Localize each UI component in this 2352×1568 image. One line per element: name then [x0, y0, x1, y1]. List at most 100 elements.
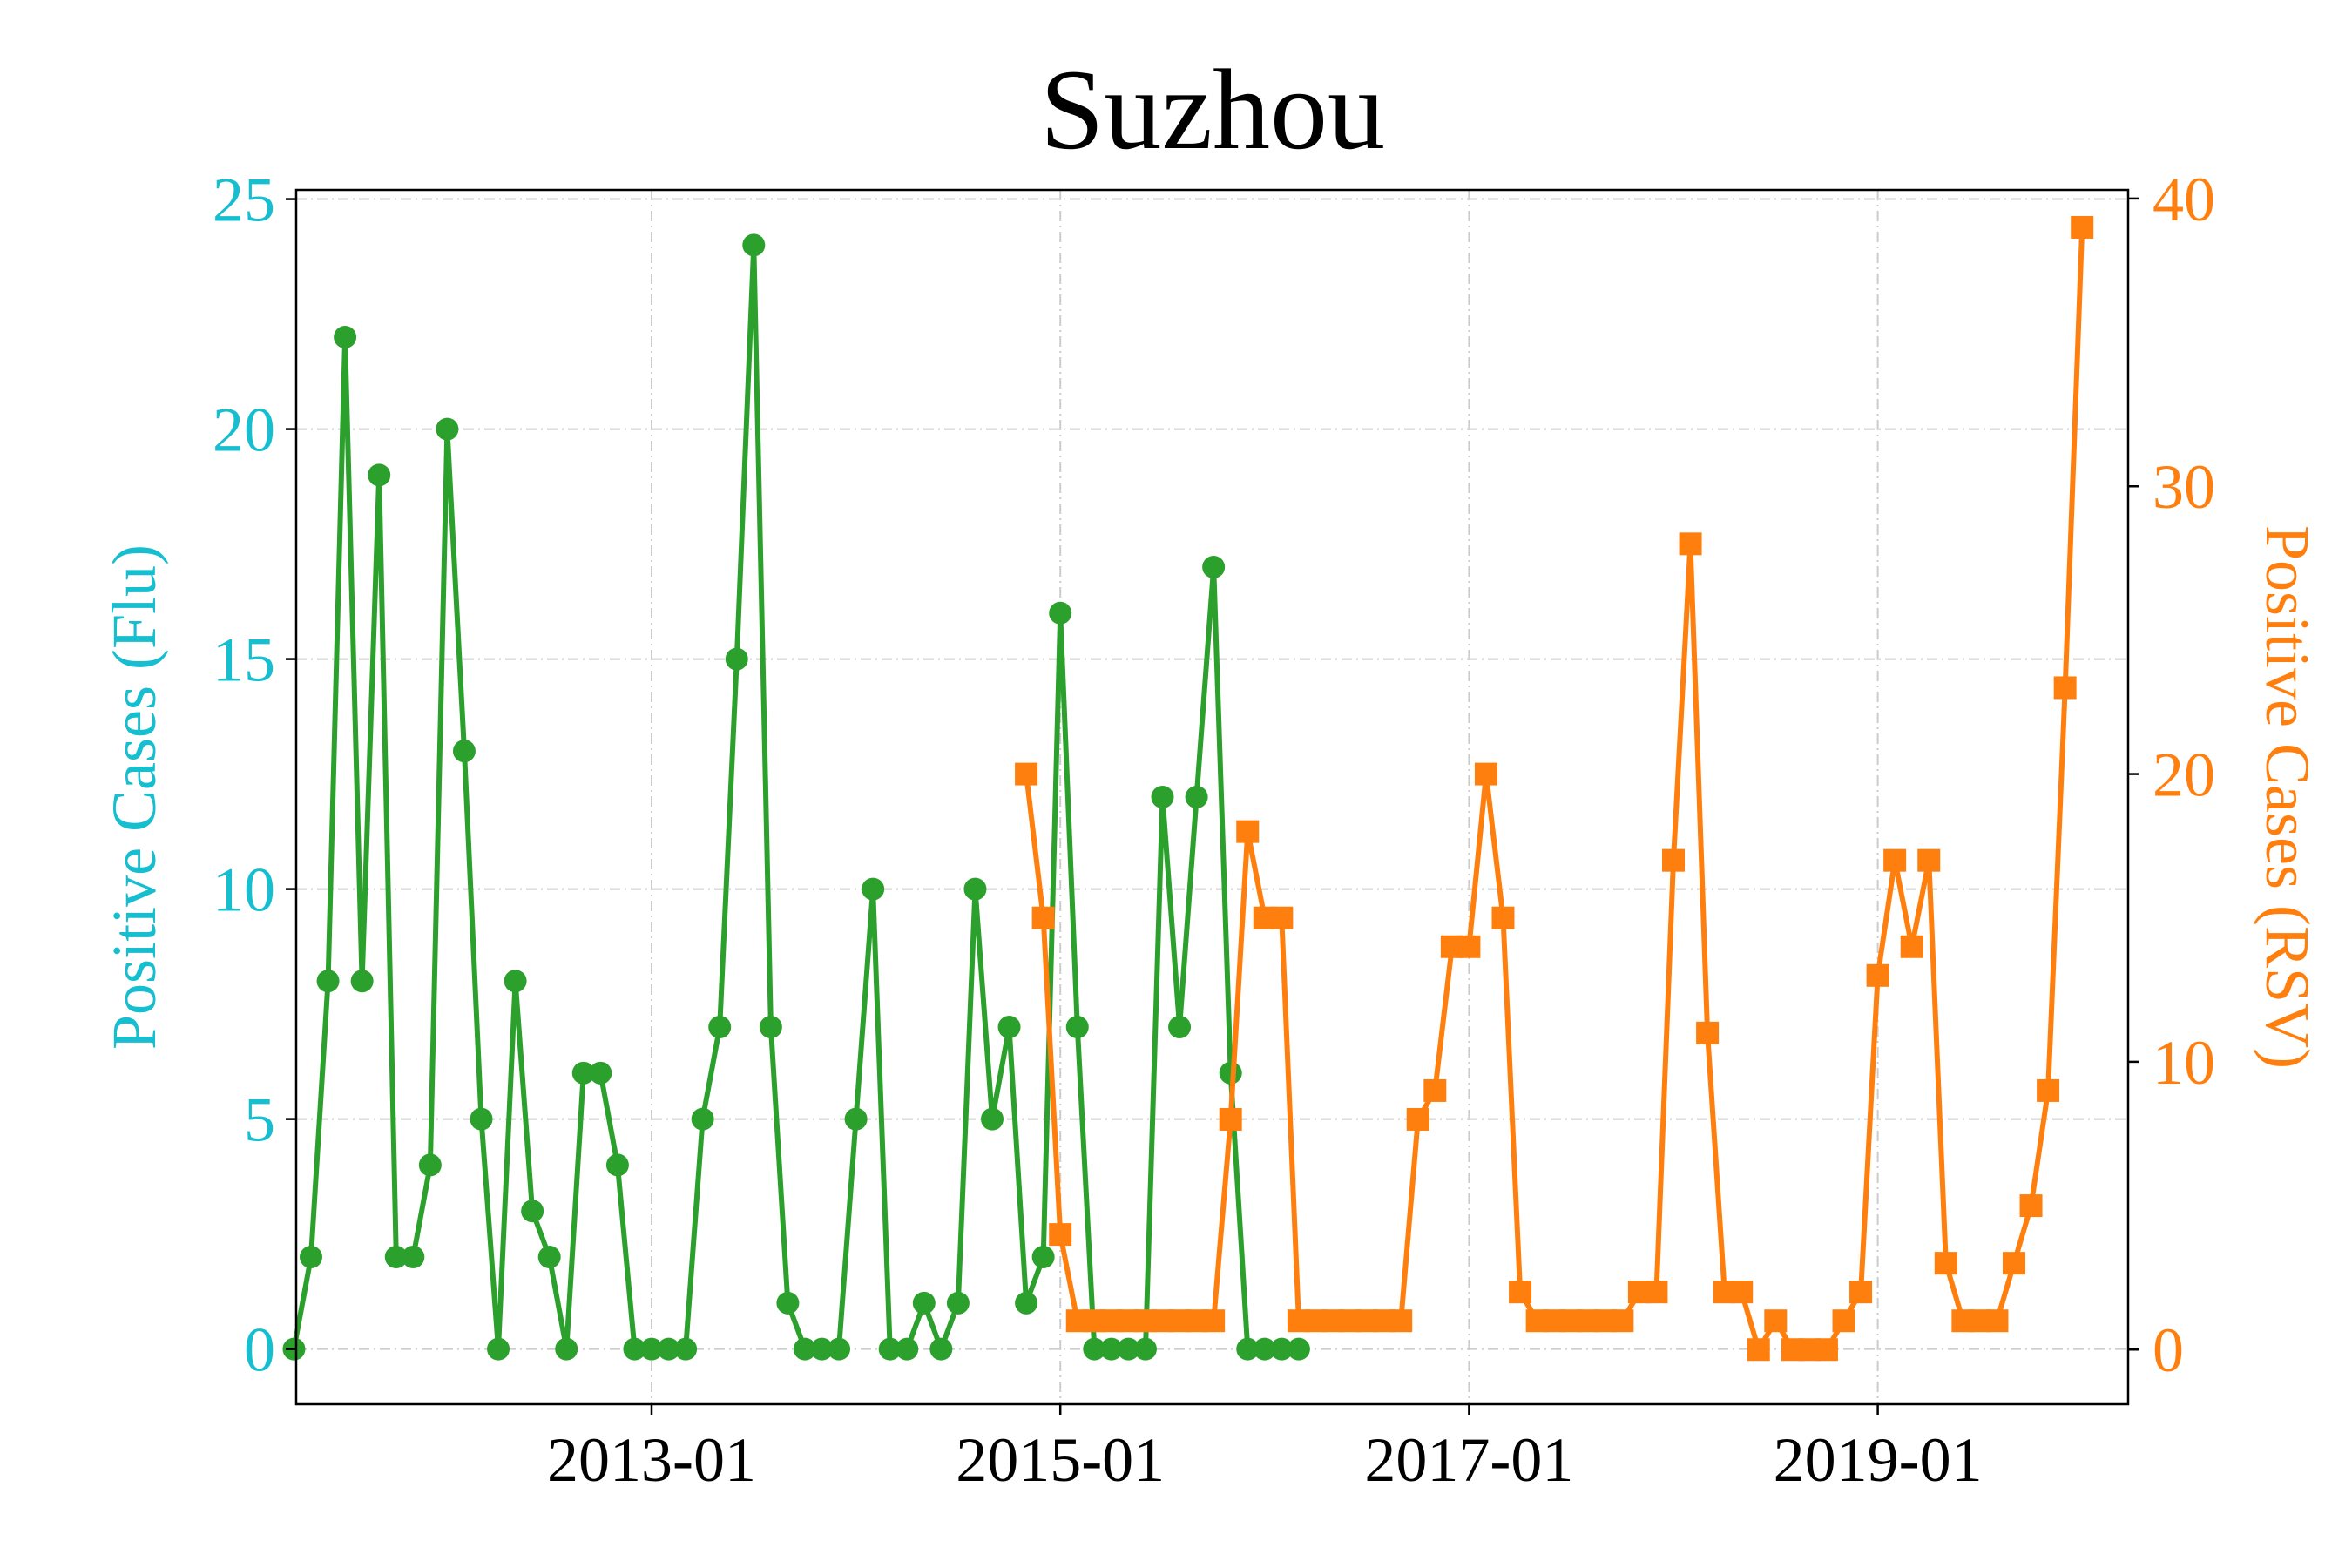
- series-1-point: [350, 970, 374, 993]
- series-1-point: [981, 1107, 1004, 1131]
- series-2-point: [1883, 848, 1907, 872]
- series-1-point: [725, 647, 748, 671]
- series-1-point: [368, 463, 391, 487]
- series-1-point: [912, 1291, 936, 1315]
- series-1-point: [334, 325, 357, 348]
- series-2-point: [1730, 1281, 1754, 1304]
- series-1-point: [300, 1246, 322, 1269]
- series-1-point: [963, 877, 987, 901]
- series-1-point: [929, 1337, 953, 1361]
- series-1-point: [862, 877, 885, 901]
- series-2-point: [1389, 1309, 1413, 1333]
- series-1-point: [844, 1107, 868, 1131]
- x-tick-label: 2017-01: [1364, 1425, 1573, 1495]
- series-2-point: [1662, 848, 1685, 872]
- series-1-point: [1151, 786, 1174, 808]
- series-1-point: [896, 1337, 919, 1361]
- series-1-point: [742, 233, 766, 257]
- series-2-point: [1202, 1309, 1226, 1333]
- series-2-point: [2071, 215, 2094, 239]
- y-right-tick-label: 0: [2153, 1315, 2184, 1385]
- series-1-point: [759, 1016, 782, 1039]
- series-2-point: [1645, 1281, 1668, 1304]
- series-2-point: [1474, 762, 1497, 786]
- series-1-point: [571, 1061, 595, 1085]
- series-1-point: [555, 1337, 578, 1361]
- series-1-point: [776, 1291, 800, 1315]
- series-2-point: [1815, 1338, 1838, 1362]
- series-2-point: [2003, 1252, 2025, 1275]
- series-1-point: [1287, 1337, 1310, 1361]
- series-2-point: [1491, 906, 1515, 929]
- series-1-point: [402, 1246, 425, 1269]
- series-2-point: [1832, 1309, 1855, 1333]
- series-1-point: [1185, 786, 1208, 808]
- series-2-point: [1985, 1309, 2009, 1333]
- series-2-line: [1024, 226, 2085, 1353]
- x-tick-label: 2019-01: [1774, 1425, 1983, 1495]
- series-2-point: [1031, 906, 1055, 929]
- series-1-point: [1133, 1337, 1157, 1361]
- series-1-point: [487, 1337, 510, 1361]
- series-layer: [282, 215, 2094, 1362]
- y-right-tick-label: 40: [2153, 165, 2215, 234]
- series-2-point: [1015, 762, 1038, 786]
- series-1-point: [537, 1246, 561, 1269]
- x-tick-label: 2013-01: [547, 1425, 756, 1495]
- series-2-point: [1457, 935, 1481, 958]
- series-2-point: [2019, 1194, 2043, 1218]
- series-1-point: [674, 1337, 698, 1361]
- series-2-point: [2037, 1078, 2060, 1102]
- y-right-tick-label: 30: [2153, 452, 2215, 522]
- series-1-point: [470, 1107, 493, 1131]
- y-axis-label-left: Positive Cases (Flu): [99, 544, 169, 1050]
- series-1-point: [1065, 1016, 1089, 1039]
- series-1-point: [1253, 1337, 1276, 1361]
- series-1-point: [1083, 1337, 1106, 1361]
- series-1-point: [878, 1337, 902, 1361]
- series-2-point: [1764, 1309, 1788, 1333]
- series-1-point: [418, 1153, 442, 1177]
- series-1-point: [691, 1107, 714, 1131]
- series-1-point: [589, 1061, 612, 1085]
- series-1-point: [436, 417, 459, 441]
- series-1-point: [946, 1291, 970, 1315]
- axes: 2013-01 2015-01 2017-01 2019-01 0 5 10 15 20 25 0 1…: [213, 165, 2215, 1495]
- y-left-tick-label: 5: [244, 1085, 275, 1155]
- series-2-point: [2053, 676, 2077, 700]
- series-1-point: [504, 970, 527, 993]
- series-1-point: [1015, 1291, 1038, 1315]
- plot-frame: [294, 188, 2130, 1406]
- series-1-point: [521, 1200, 544, 1223]
- series-1-point: [828, 1337, 851, 1361]
- series-1-point: [640, 1337, 663, 1361]
- series-2: [1015, 215, 2094, 1362]
- series-2-point: [1049, 1223, 1072, 1247]
- series-1-point: [316, 970, 340, 993]
- series-1-point: [384, 1246, 408, 1269]
- series-1-point: [1117, 1337, 1140, 1361]
- series-2-point: [1696, 1021, 1720, 1044]
- series-1-point: [793, 1337, 816, 1361]
- series-1-point: [1031, 1246, 1055, 1269]
- series-2-point: [1423, 1078, 1447, 1102]
- series-1-point: [1270, 1337, 1294, 1361]
- series-2-point: [1849, 1281, 1873, 1304]
- series-2-point: [1406, 1107, 1429, 1131]
- series-1-point: [1168, 1016, 1192, 1039]
- series-1-point: [810, 1337, 834, 1361]
- series-1-point: [1236, 1337, 1260, 1361]
- series-1-point: [997, 1016, 1021, 1039]
- series-2-point: [1900, 935, 1923, 958]
- y-left-tick-label: 0: [244, 1315, 275, 1385]
- y-left-tick-label: 25: [213, 166, 275, 235]
- series-1-line: [291, 242, 1299, 1352]
- series-2-point: [1611, 1309, 1634, 1333]
- series-2-point: [1270, 906, 1294, 929]
- y-right-tick-label: 20: [2153, 740, 2215, 810]
- y-left-tick-label: 20: [213, 395, 275, 465]
- series-2-point: [1866, 963, 1889, 987]
- series-1: [282, 233, 1310, 1361]
- series-2-point: [1236, 820, 1260, 843]
